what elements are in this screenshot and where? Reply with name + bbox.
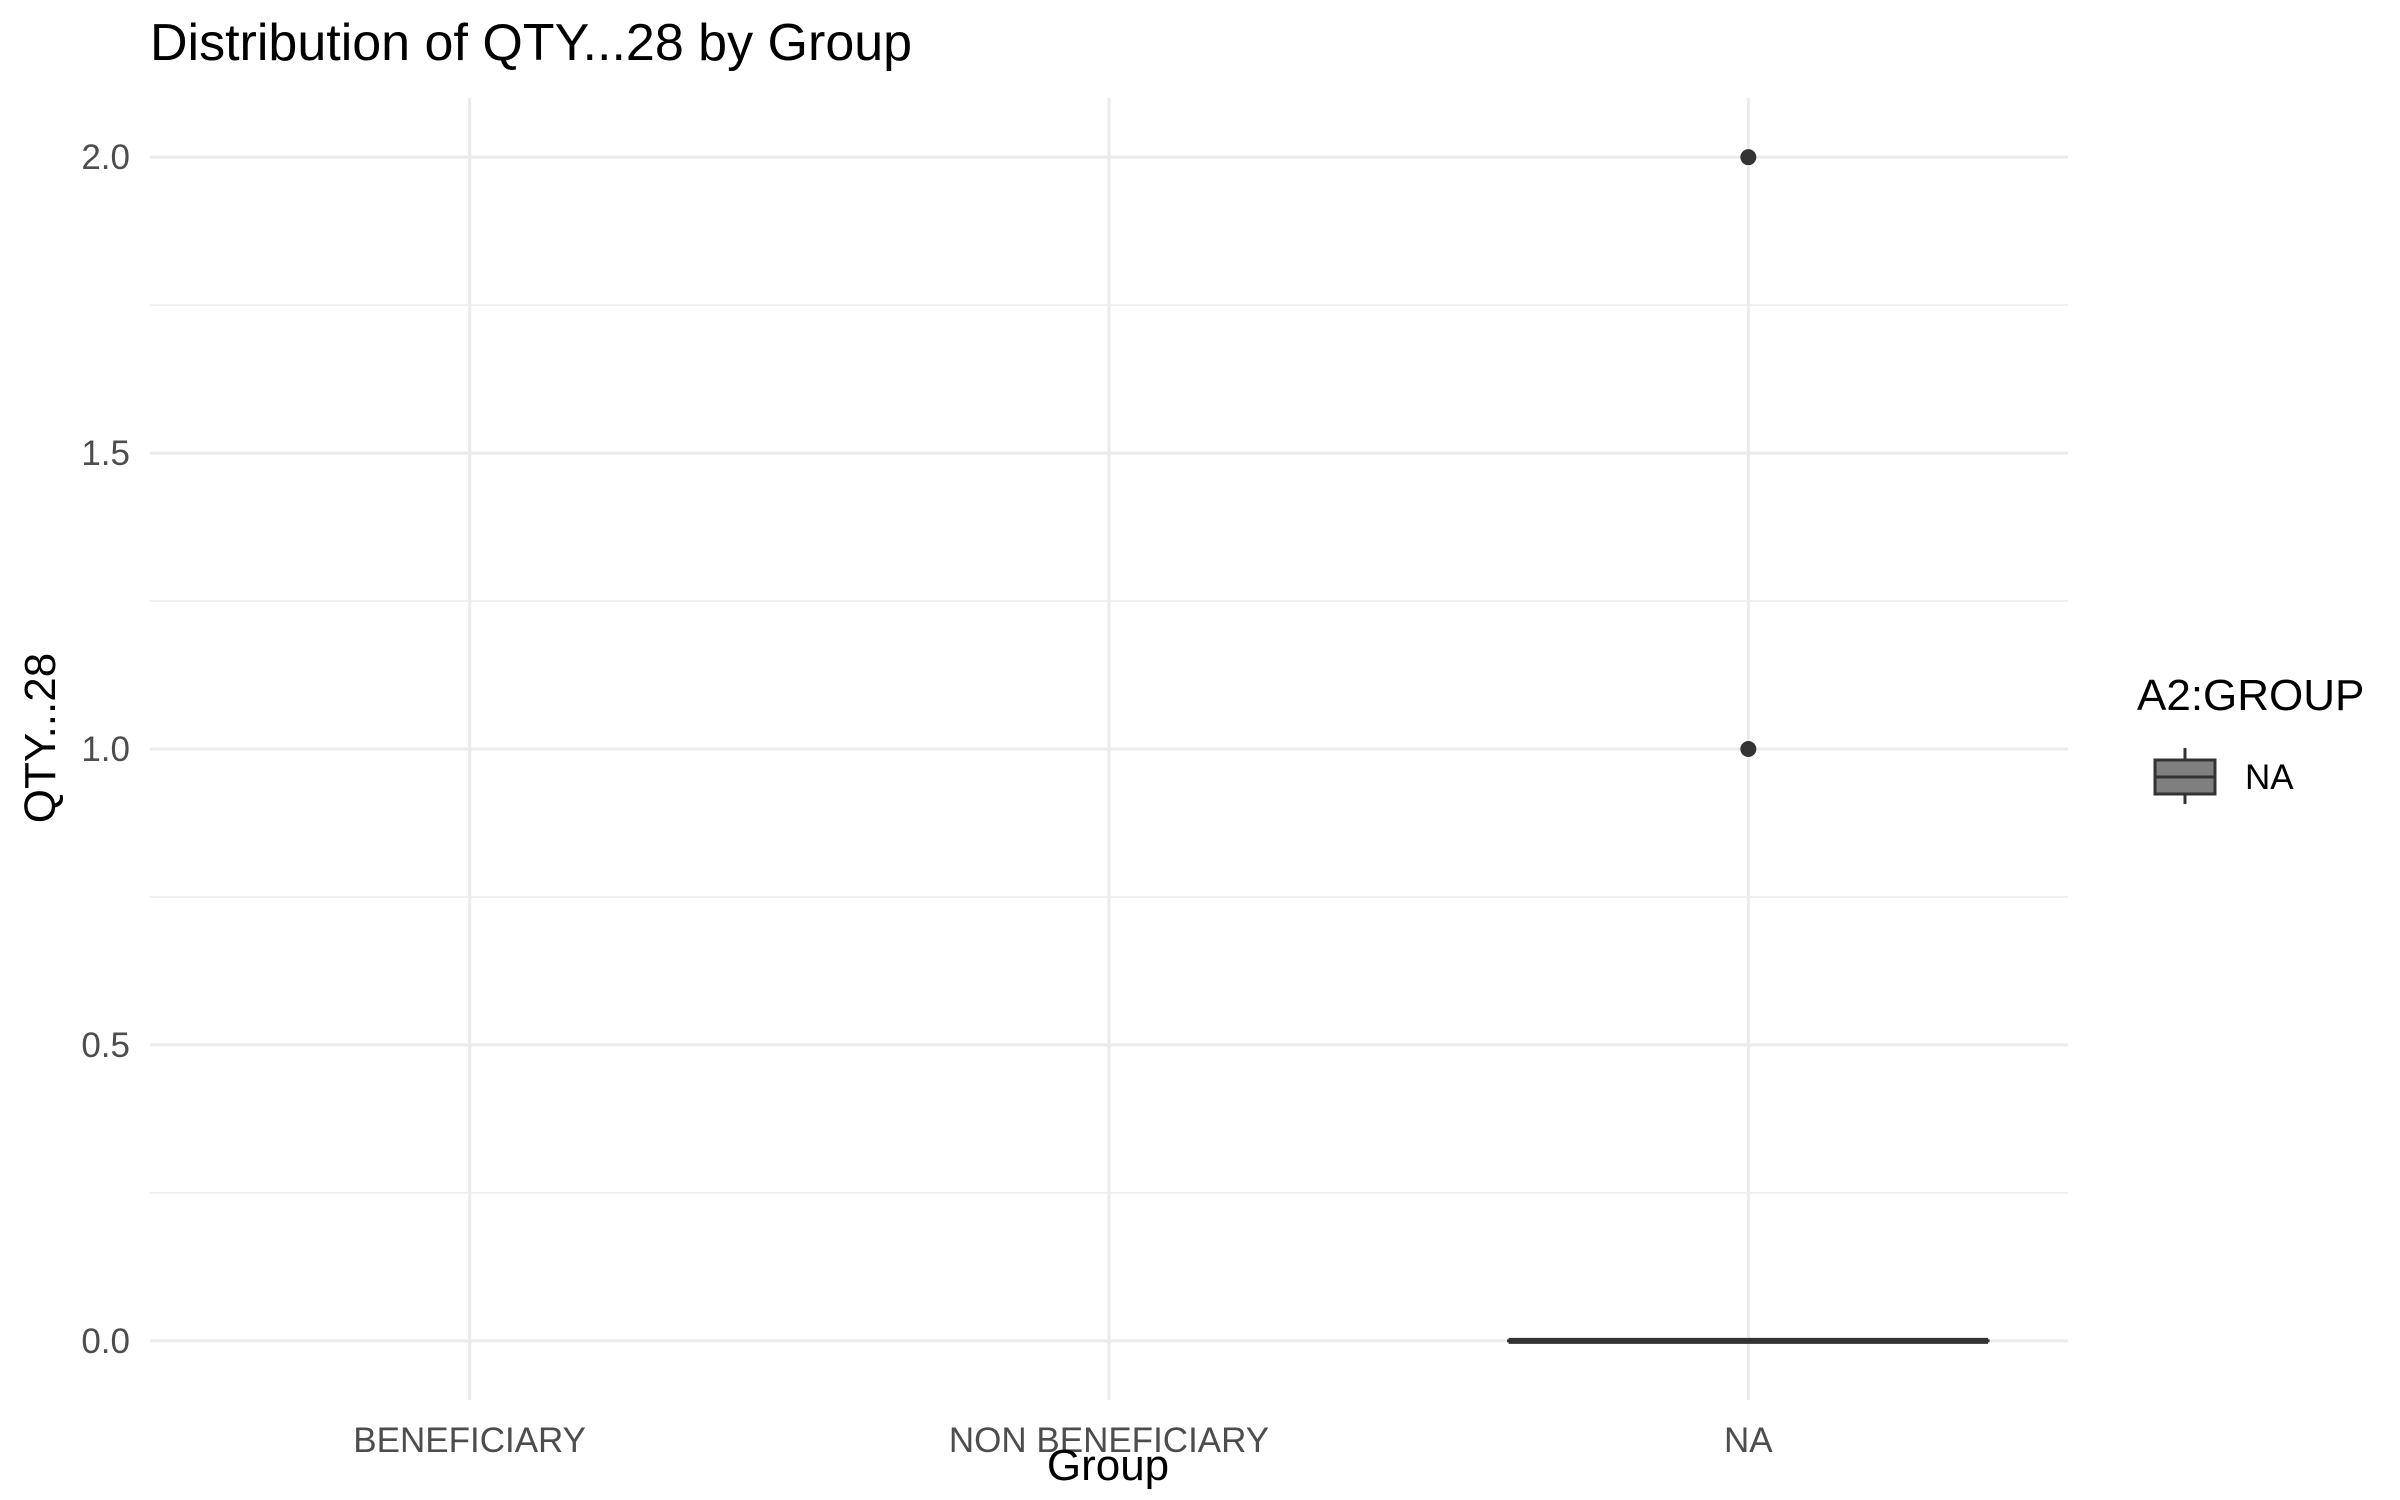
x-tick-label: BENEFICIARY	[353, 1421, 586, 1460]
chart-title: Distribution of QTY...28 by Group	[150, 14, 912, 72]
x-tick-label: NON BENEFICIARY	[949, 1421, 1269, 1460]
legend-label: NA	[2245, 758, 2294, 797]
grid-layer	[150, 98, 2068, 1400]
outlier-point	[1740, 741, 1757, 757]
y-tick-label: 0.0	[81, 1322, 130, 1361]
y-axis-title: QTY...28	[16, 653, 65, 823]
ticks-layer: 0.0 0.5 1.0 1.5 2.0 BENEFICIARY NON BENEFICIAR…	[81, 138, 1773, 1460]
marks-layer	[1507, 149, 1990, 1344]
legend: A2:GROUP NA	[2137, 671, 2364, 804]
x-axis-title: Group	[1047, 1441, 1169, 1490]
y-tick-label: 0.5	[81, 1026, 130, 1065]
outlier-point	[1740, 149, 1757, 166]
x-tick-label: NA	[1724, 1421, 1773, 1460]
y-tick-label: 1.0	[81, 730, 130, 769]
y-tick-label: 2.0	[81, 138, 130, 177]
y-tick-label: 1.5	[81, 434, 130, 473]
legend-key	[2153, 748, 2217, 804]
legend-items: NA	[2153, 748, 2294, 804]
legend-title: A2:GROUP	[2137, 671, 2364, 720]
